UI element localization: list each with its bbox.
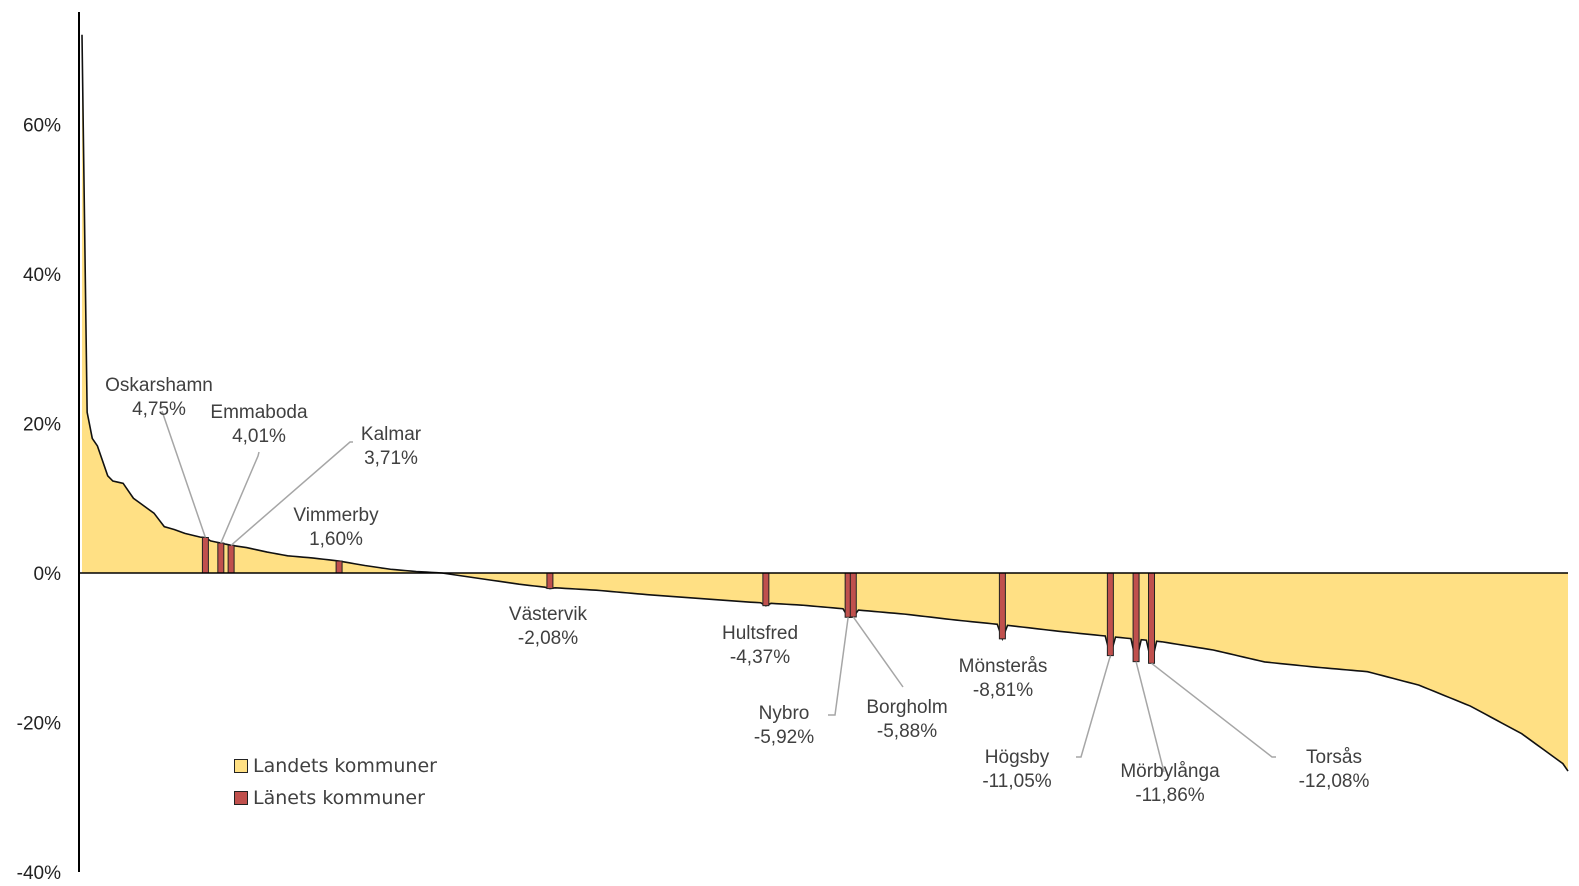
leader-nybro xyxy=(828,617,848,715)
label-name-västervik: Västervik xyxy=(509,604,588,625)
leader-högsby xyxy=(1076,656,1110,757)
bar-borgholm xyxy=(850,573,856,617)
leader-mörbylånga xyxy=(1136,662,1164,772)
bar-hultsfred xyxy=(763,573,769,606)
bar-mönsterås xyxy=(999,573,1005,639)
leader-emmaboda xyxy=(221,452,259,543)
y-tick-label: 20% xyxy=(23,415,61,436)
label-value-vimmerby: 1,60% xyxy=(309,529,363,550)
bar-vimmerby xyxy=(336,561,342,573)
label-name-emmaboda: Emmaboda xyxy=(210,402,308,423)
label-value-mörbylånga: -11,86% xyxy=(1135,785,1204,806)
leader-borgholm xyxy=(853,617,903,687)
label-name-hultsfred: Hultsfred xyxy=(722,623,798,644)
label-name-högsby: Högsby xyxy=(985,747,1050,768)
label-value-hultsfred: -4,37% xyxy=(730,647,790,668)
bar-emmaboda xyxy=(218,543,224,573)
label-name-oskarshamn: Oskarshamn xyxy=(105,375,213,396)
leader-torsås xyxy=(1152,663,1276,757)
label-name-kalmar: Kalmar xyxy=(361,424,422,445)
bar-mörbylånga xyxy=(1133,573,1139,662)
y-tick-label: 60% xyxy=(23,116,61,137)
label-value-västervik: -2,08% xyxy=(518,628,578,649)
label-name-mörbylånga: Mörbylånga xyxy=(1120,761,1220,782)
label-value-högsby: -11,05% xyxy=(982,771,1051,792)
legend-label-landets: Landets kommuner xyxy=(253,755,437,777)
label-value-emmaboda: 4,01% xyxy=(232,426,286,447)
y-tick-label: 0% xyxy=(34,564,62,585)
y-tick-label: 40% xyxy=(23,265,61,286)
label-value-oskarshamn: 4,75% xyxy=(132,399,186,420)
y-tick-label: -40% xyxy=(17,863,61,884)
label-value-kalmar: 3,71% xyxy=(364,448,418,469)
label-name-nybro: Nybro xyxy=(759,703,810,724)
bar-oskarshamn xyxy=(202,537,208,573)
label-value-borgholm: -5,88% xyxy=(877,721,937,742)
label-name-borgholm: Borgholm xyxy=(866,697,947,718)
legend: Landets kommuner Länets kommuner xyxy=(234,750,437,814)
label-name-vimmerby: Vimmerby xyxy=(293,505,379,526)
bar-kalmar xyxy=(228,545,234,573)
label-name-mönsterås: Mönsterås xyxy=(959,656,1048,677)
label-name-torsås: Torsås xyxy=(1306,747,1362,768)
bar-torsås xyxy=(1149,573,1155,663)
y-tick-label: -20% xyxy=(17,714,61,735)
legend-item-lanets: Länets kommuner xyxy=(234,782,437,814)
label-value-nybro: -5,92% xyxy=(754,727,814,748)
label-value-torsås: -12,08% xyxy=(1299,771,1370,792)
leader-oskarshamn xyxy=(162,411,205,537)
bar-västervik xyxy=(547,573,553,589)
bar-högsby xyxy=(1107,573,1113,656)
legend-swatch-lanets xyxy=(234,791,248,805)
legend-label-lanets: Länets kommuner xyxy=(253,787,425,809)
legend-swatch-landets xyxy=(234,759,248,773)
legend-item-landets: Landets kommuner xyxy=(234,750,437,782)
label-value-mönsterås: -8,81% xyxy=(973,680,1033,701)
